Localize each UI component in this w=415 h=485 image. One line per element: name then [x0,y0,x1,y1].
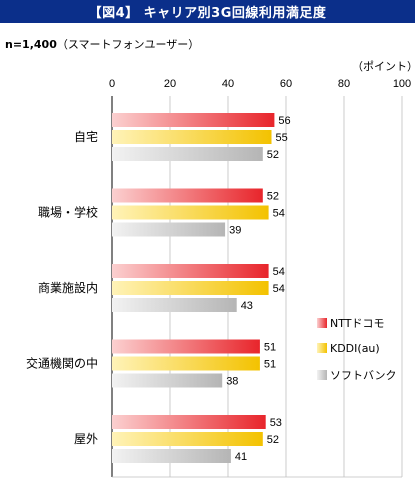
bars: 56 55 52 52 54 39 54 54 43 51 51 38 53 52 41 [112,113,291,463]
bar [112,281,269,295]
data-label: 38 [226,376,238,388]
bar [112,373,223,388]
legend: NTTドコモ KDDI(au) ソフトバンク [317,317,397,382]
bar [112,264,269,278]
legend-swatch [317,370,327,380]
category-label: 商業施設内 [38,280,98,295]
bar [112,339,260,354]
bar [112,188,263,203]
x-tick-label: 80 [338,78,350,90]
category-label: 屋外 [74,432,98,446]
legend-label: ソフトバンク [330,369,397,382]
bar [112,130,272,144]
bar [112,222,226,237]
data-label: 54 [273,283,285,295]
legend-label: NTTドコモ [330,317,384,330]
data-label: 56 [278,115,290,127]
data-label: 51 [264,342,276,354]
x-axis-ticks: 0 20 40 60 80 100 [109,78,411,90]
x-tick-label: 40 [222,78,234,90]
category-label: 交通機関の中 [26,356,98,371]
data-label: 55 [276,132,288,144]
bar [112,298,237,312]
data-label: 52 [267,434,279,446]
data-label: 52 [267,191,279,203]
x-tick-label: 60 [280,78,292,90]
data-label: 51 [264,359,276,371]
data-label: 54 [273,266,285,278]
category-label: 職場・学校 [38,205,98,220]
data-label: 39 [229,225,241,237]
x-tick-label: 20 [164,78,176,90]
data-label: 53 [270,417,282,429]
sample-count: n=1,400 [5,38,57,51]
category-label: 自宅 [74,129,98,144]
data-label: 52 [267,149,279,161]
bar [112,113,275,127]
bar [112,415,266,429]
bar [112,205,269,220]
data-label: 43 [241,300,253,312]
chart-title: 【図4】 キャリア別3G回線利用満足度 [0,0,415,23]
sample-note: （スマートフォンユーザー） [56,38,200,51]
legend-swatch [317,318,327,328]
sample-size: n=1,400（スマートフォンユーザー） [5,36,199,52]
unit-label: （ポイント） [352,60,415,73]
data-label: 41 [235,451,247,463]
x-tick-label: 0 [109,78,115,90]
x-tick-label: 100 [393,78,411,90]
bar [112,449,231,463]
bar [112,432,263,446]
legend-swatch [317,343,327,353]
bar [112,356,260,371]
data-label: 54 [273,208,285,220]
legend-label: KDDI(au) [330,342,380,355]
bar [112,147,263,161]
